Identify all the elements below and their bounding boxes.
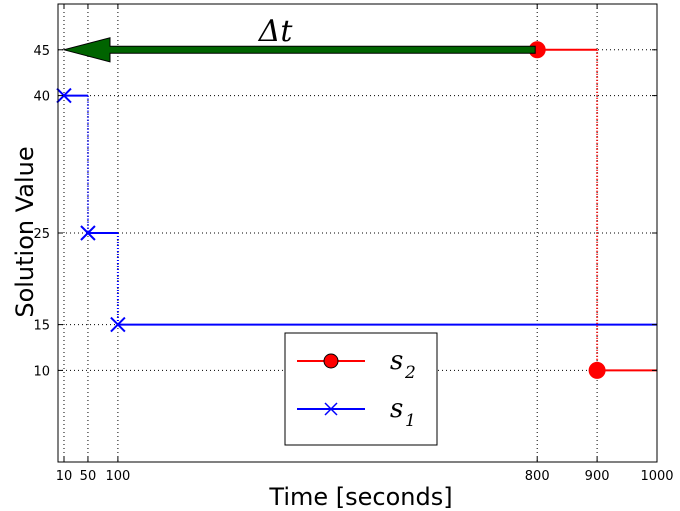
x-tick-label: 900 (585, 469, 610, 484)
y-tick-label: 45 (33, 44, 50, 59)
annotation-layer: Δt (62, 14, 536, 63)
y-tick-label: 10 (33, 364, 50, 379)
legend-sub-s_2: 2 (404, 363, 416, 383)
x-tick-label: 10 (56, 469, 73, 484)
point-x-stroke (110, 316, 126, 333)
point-s_1 (80, 225, 96, 241)
point-x-stroke (80, 225, 96, 241)
y-tick-label: 40 (33, 90, 50, 105)
point-s_1 (110, 316, 126, 333)
legend-sub-s_1: 1 (405, 411, 416, 431)
legend-marker-s_1 (324, 402, 338, 416)
legend-box (284, 332, 438, 446)
delta-t-arrow (62, 37, 536, 63)
legend-marker-s_2 (323, 353, 339, 369)
x-tick-label: 100 (105, 469, 130, 484)
ticks: 10 50 100 800 900 1000 10 15 25 40 45 (33, 4, 674, 484)
x-tick-label: 800 (525, 469, 550, 484)
series-layer (56, 41, 657, 379)
y-axis-label: Solution Value (11, 146, 39, 317)
legend: s 2s 1 (284, 332, 438, 446)
x-axis-label: Time [seconds] (268, 483, 452, 511)
legend-label-s_1: s (390, 394, 403, 424)
point-s_2 (588, 361, 606, 379)
x-tick-label: 1000 (640, 469, 673, 484)
y-tick-label: 15 (33, 319, 50, 334)
point-x-stroke (56, 87, 72, 104)
delta-t-label: Δt (258, 14, 294, 49)
y-tick-label: 25 (33, 227, 50, 242)
x-tick-label: 50 (80, 469, 97, 484)
legend-label-s_2: s (390, 346, 403, 376)
point-s_1 (56, 87, 72, 104)
